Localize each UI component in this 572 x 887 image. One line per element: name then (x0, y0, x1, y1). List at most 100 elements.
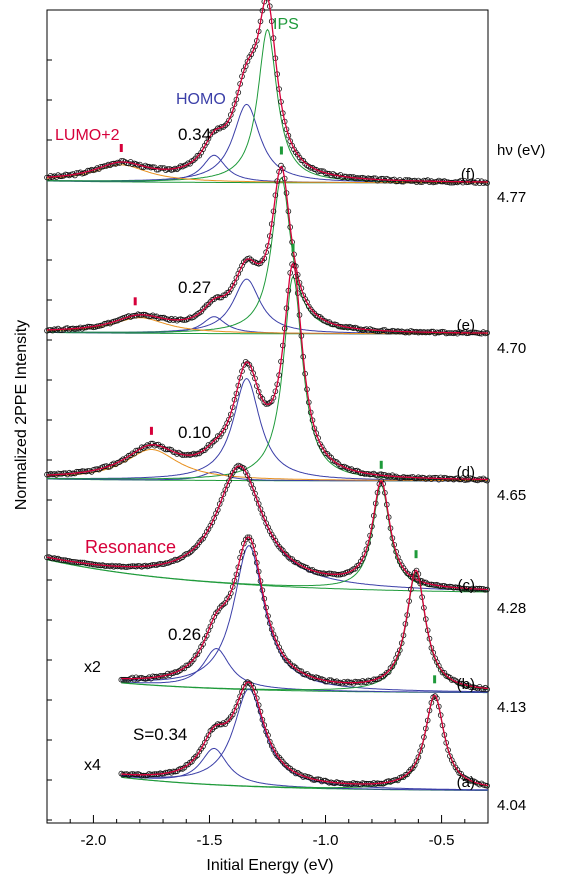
data-point (278, 648, 284, 654)
data-point (138, 772, 145, 779)
data-point (400, 178, 407, 185)
data-point (441, 669, 448, 676)
data-point (229, 584, 236, 590)
data-point (218, 496, 225, 503)
data-point (404, 771, 411, 778)
data-point (259, 510, 266, 517)
x-tick-label: -2.0 (80, 832, 106, 849)
data-point (458, 770, 464, 777)
data-point (448, 179, 455, 186)
data-point (194, 542, 201, 548)
data-point (239, 688, 245, 695)
data-point (118, 457, 125, 464)
x-axis-label: Initial Energy (eV) (206, 857, 333, 874)
total-fit-line (121, 536, 489, 690)
data-point (376, 481, 383, 487)
data-point (484, 686, 490, 693)
data-point (231, 467, 238, 473)
spectrum-c: (c) 4.28 (44, 460, 526, 617)
ips-fit-line (46, 484, 488, 592)
data-point (328, 454, 334, 461)
data-point (49, 327, 56, 334)
total-fit-line (46, 262, 488, 481)
data-point (460, 179, 466, 186)
spectrum-e: (e) 4.70 0.27 (44, 146, 526, 357)
lumo2-annotation: LUMO+2 (55, 127, 120, 144)
data-point (237, 693, 243, 700)
data-points (44, 462, 490, 593)
data-point (73, 468, 80, 475)
data-point (118, 158, 125, 164)
data-point (313, 166, 320, 173)
data-point (415, 754, 422, 760)
data-point (437, 666, 444, 673)
data-point (400, 565, 407, 571)
data-point (480, 686, 487, 692)
data-point (170, 558, 177, 564)
panel-label: (b) (457, 676, 475, 693)
data-point (79, 468, 86, 474)
ips-fit-line (47, 176, 488, 334)
data-point (250, 259, 256, 265)
s-value-label: 0.27 (178, 278, 211, 297)
spectrum-a: (a) 4.04 S=0.34 x4 (84, 675, 526, 814)
data-point (242, 469, 249, 475)
panel-label: (c) (458, 577, 476, 594)
data-point (190, 755, 197, 762)
data-point (454, 767, 461, 773)
spectrum-f: (f) 4.77 0.34 (44, 0, 526, 206)
data-point (370, 175, 377, 182)
data-point (46, 174, 52, 181)
data-point (317, 314, 323, 320)
hv-value: 4.70 (497, 340, 526, 357)
data-point (228, 473, 234, 479)
data-points (44, 0, 490, 187)
data-point (248, 681, 255, 688)
data-point (409, 765, 416, 771)
x-tick-label: -0.5 (429, 832, 455, 849)
data-point (164, 446, 171, 453)
panel-label: (f) (461, 166, 475, 183)
hv-value: 4.28 (497, 600, 526, 617)
data-point (320, 447, 327, 453)
homo-annotation: HOMO (176, 91, 226, 108)
data-point (278, 162, 284, 169)
data-point (246, 476, 253, 483)
data-point (315, 435, 321, 441)
data-point (419, 179, 425, 186)
x-axis: -2.0 -1.5 -1.0 -0.5 (46, 59, 489, 849)
data-point (281, 761, 288, 767)
data-point (272, 750, 279, 756)
data-point (406, 329, 412, 336)
s-value-label: 0.26 (168, 625, 201, 644)
data-point (268, 531, 275, 538)
data-point (398, 562, 405, 568)
data-point (439, 669, 446, 676)
data-point (229, 282, 236, 289)
data-point (253, 496, 260, 503)
spectrum-d: (d) 4.65 0.10 (44, 243, 526, 504)
ips-fit-line (46, 28, 488, 183)
ips-fit-line (47, 275, 488, 481)
data-point (261, 722, 268, 728)
data-point (122, 676, 128, 683)
data-point (461, 178, 468, 184)
data-point (270, 534, 277, 541)
data-point (203, 632, 210, 639)
scale-factor-label: x2 (84, 659, 101, 676)
data-point (430, 649, 437, 656)
data-point (140, 772, 147, 779)
spectra-group: (f) 4.77 0.34 (e) 4.70 0.27 (d) 4.65 0.10 (c) 4.28… (44, 0, 526, 814)
data-point (391, 660, 398, 666)
hv-header: hν (eV) (497, 142, 545, 159)
data-points (118, 534, 490, 693)
data-point (194, 152, 201, 159)
data-point (224, 718, 230, 724)
total-fit-line (121, 681, 489, 787)
data-point (270, 394, 277, 401)
data-point (202, 142, 208, 149)
data-point (250, 370, 256, 376)
s-value-label: 0.34 (178, 125, 211, 144)
data-point (200, 535, 206, 542)
data-point (181, 665, 188, 672)
